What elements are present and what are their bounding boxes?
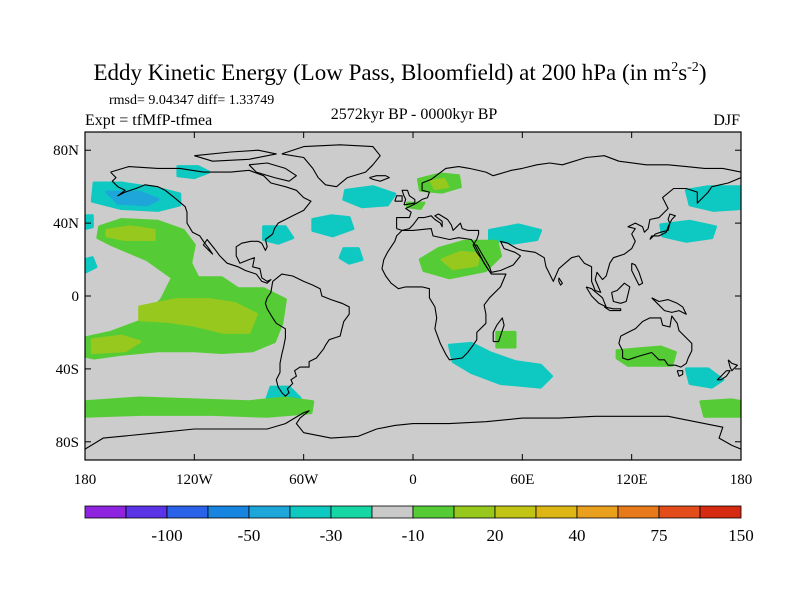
y-tick-label: 0 — [72, 289, 80, 305]
colorbar-label: -30 — [320, 526, 343, 545]
colorbar-swatch — [166, 505, 209, 519]
colorbar-swatch — [699, 505, 742, 519]
colorbar-swatch — [248, 505, 291, 519]
region-southern-ocean-positive — [85, 396, 315, 418]
region-scandinavia-core — [429, 177, 450, 190]
coastline-antarctica — [85, 410, 741, 450]
axis-ticks: 80N 40N 0 40S 80S 180 120W 60W 0 60E 120E 180 — [53, 132, 752, 488]
region-uk-positive — [406, 201, 426, 210]
coastline-british-isles — [401, 189, 416, 206]
region-central-atlantic-negative — [311, 214, 355, 238]
colorbar-swatch — [330, 505, 373, 519]
coastline-south-america — [264, 273, 350, 397]
anomaly-regions — [85, 165, 741, 418]
region-n-atlantic-negative — [342, 185, 397, 209]
x-tick-label: 60W — [289, 472, 319, 488]
x-tick-label: 60E — [510, 472, 534, 488]
x-tick-label: 180 — [730, 472, 753, 488]
title-sup-1: 2 — [671, 60, 679, 75]
title-end: ) — [698, 60, 707, 85]
x-tick-label: 120W — [176, 472, 214, 488]
coastline-nz-north — [727, 359, 738, 372]
region-pacific-core-south — [138, 298, 258, 334]
experiment-label: Expt = tfMfP-tfmea — [85, 112, 213, 129]
coastline-borneo — [611, 282, 631, 304]
x-tick-label: 0 — [409, 472, 417, 488]
colorbar-swatch — [125, 505, 168, 519]
colorbar-swatch — [658, 505, 701, 519]
coastline-iceland — [369, 175, 390, 182]
y-tick-label: 80S — [56, 435, 79, 451]
stats-line: rmsd= 9.04347 diff= 1.33749 — [109, 93, 275, 108]
region-dateline-mid-negative — [85, 256, 98, 274]
colorbar-label: -50 — [238, 526, 261, 545]
coastline-baffin — [248, 162, 297, 182]
colorbar-label: 40 — [569, 526, 586, 545]
coastline-africa — [381, 228, 507, 361]
colorbar-label: -100 — [151, 526, 182, 545]
region-dateline-north-negative — [85, 214, 94, 231]
colorbar-swatch — [494, 505, 537, 519]
colorbar-label: 20 — [487, 526, 504, 545]
y-tick-label: 80N — [53, 143, 79, 159]
coastline-tasmania — [676, 370, 684, 377]
coastline-north-america — [110, 166, 312, 284]
region-east-us-negative — [262, 225, 295, 245]
region-s-indian-negative — [447, 341, 553, 389]
coastline-greenland — [281, 144, 381, 188]
season-label: DJF — [713, 112, 740, 129]
coastline-ireland — [394, 195, 403, 202]
colorbar-swatch — [617, 505, 660, 519]
x-tick-label: 120E — [616, 472, 648, 488]
coastline-arctic-islands — [194, 149, 277, 162]
coastline-sri-lanka — [558, 277, 563, 286]
colorbar-swatch — [576, 505, 619, 519]
colorbar-swatch — [535, 505, 578, 519]
title-sup-2: -2 — [687, 60, 699, 75]
coastline-java — [603, 306, 622, 312]
coastlines — [85, 144, 741, 450]
title-mid: s — [678, 60, 688, 85]
coastline-nz-south — [716, 370, 731, 381]
coastline-arabia-red-sea — [472, 244, 492, 275]
coastline-new-guinea — [651, 297, 687, 315]
region-pacific-core-north — [105, 225, 156, 241]
region-nw-pacific-negative — [684, 185, 741, 212]
region-tasman-negative — [684, 367, 725, 389]
colorbar-swatch — [412, 505, 455, 519]
colorbar-label: 75 — [651, 526, 668, 545]
colorbar-swatch — [371, 505, 414, 519]
y-tick-label: 40N — [53, 216, 79, 232]
coastline-australia — [618, 315, 693, 368]
colorbar-swatch — [84, 505, 127, 519]
coastline-japan — [649, 213, 676, 240]
colorbar: -100 -50 -30 -10 20 40 75 150 — [84, 505, 754, 545]
plot-title: Eddy Kinetic Energy (Low Pass, Bloomfiel… — [0, 58, 800, 88]
coastline-eurasia — [396, 155, 741, 293]
region-n-africa-core — [440, 250, 481, 271]
region-new-zealand-positive — [699, 398, 741, 418]
region-middle-east-negative — [488, 223, 543, 245]
colorbar-swatch — [289, 505, 332, 519]
period-label: 2572kyr BP - 0000kyr BP — [330, 106, 498, 123]
region-japan-negative — [659, 219, 717, 243]
coastline-philippines — [631, 262, 644, 286]
colorbar-label: 150 — [728, 526, 754, 545]
region-pacific-core-sw — [90, 334, 142, 354]
title-main: Eddy Kinetic Energy (Low Pass, Bloomfiel… — [93, 60, 672, 85]
y-tick-label: 40S — [56, 362, 79, 378]
region-azores-negative — [338, 247, 364, 265]
colorbar-label: -10 — [402, 526, 425, 545]
colorbar-swatch — [207, 505, 250, 519]
colorbar-swatch — [453, 505, 496, 519]
x-tick-label: 180 — [74, 472, 97, 488]
coastline-madagascar — [492, 317, 505, 343]
